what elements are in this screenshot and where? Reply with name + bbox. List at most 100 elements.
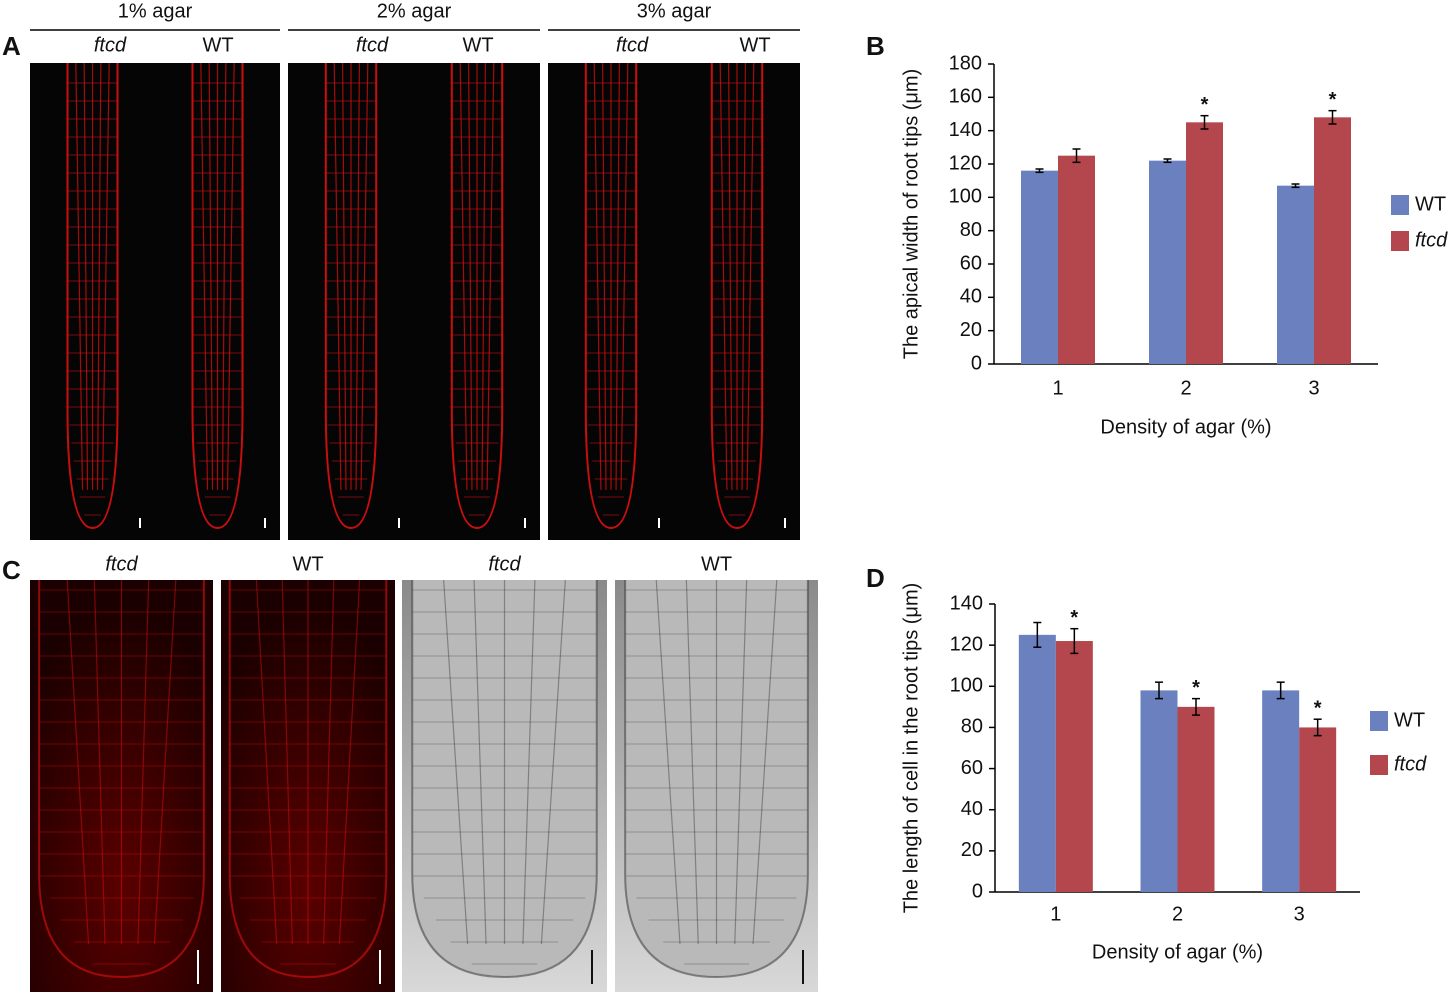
bar [1149,160,1186,364]
genotype-label: ftcd [94,34,127,56]
bar [1021,170,1058,364]
significance-mark: * [1070,607,1078,629]
cell-file [96,63,102,490]
root-outline [191,63,244,530]
genotype-label: ftcd [356,34,389,56]
significance-mark: * [1329,89,1337,111]
bar [1186,122,1223,364]
root-outline [66,63,119,530]
error-bar [1163,158,1172,164]
cell-file [338,580,361,945]
cell-file [522,580,536,945]
y-tick-label: 40 [961,798,983,820]
genotype-label: WT [292,553,323,575]
y-tick-label: 120 [950,633,983,655]
error-bar [1070,627,1079,655]
cell-file [255,580,278,945]
legend-swatch [1370,711,1388,731]
error-bar [1192,697,1200,716]
root-outline [411,580,598,979]
y-tick-label: 0 [972,880,983,902]
error-bar [1072,148,1081,164]
root-body [412,580,597,977]
x-tick-label: 2 [1180,377,1191,399]
cell-file [620,63,629,490]
panel-label: A [2,31,21,61]
micrograph [30,580,213,992]
root-body [625,580,808,977]
y-tick-label: 120 [949,152,982,174]
error-bar [1035,168,1044,174]
cell-file [75,63,84,490]
legend-swatch [1391,195,1409,215]
cell-file [615,63,621,490]
cell-file [459,63,468,490]
cell-file [93,580,106,945]
cell-file [468,63,473,490]
bar [1177,706,1215,892]
bar [1299,727,1337,892]
cell-file [719,63,728,490]
cell-file [200,63,209,490]
root-outline [710,63,764,530]
panel-label: B [866,31,885,61]
y-tick-label: 100 [950,675,983,697]
y-axis-title: The length of cell in the root tips (μm) [900,583,922,914]
significance-mark: * [1201,94,1209,116]
y-tick-label: 140 [950,592,983,614]
genotype-label: ftcd [105,553,138,575]
y-tick-label: 140 [949,119,982,141]
y-tick-label: 80 [961,716,983,738]
legend-swatch [1370,755,1388,775]
group-title: 2% agar [377,0,452,22]
cell-file [752,580,778,945]
genotype-label: WT [462,34,493,56]
micrograph [402,580,607,992]
cell-file [83,63,89,490]
error-bar [1328,109,1337,125]
y-tick-label: 60 [961,757,983,779]
cell-file [137,580,150,945]
error-bar [1155,681,1163,700]
y-tick-label: 100 [949,186,982,208]
cell-file [473,580,487,945]
cell-file [221,63,227,490]
x-tick-label: 3 [1308,377,1319,399]
root-outline [228,580,388,979]
cell-file [342,63,347,490]
cell-file [486,63,495,490]
x-axis-title: Density of agar (%) [1092,941,1263,963]
micrograph [30,63,155,540]
micrograph [288,63,414,540]
cell-file [281,580,293,945]
y-tick-label: 60 [960,252,982,274]
genotype-label: WT [202,34,233,56]
panel-label: C [2,555,21,585]
legend-label: ftcd [1394,753,1427,775]
cell-file [355,63,360,490]
cell-file [741,63,747,490]
bar [1018,634,1056,892]
significance-mark: * [1192,677,1200,699]
root-outline [324,63,378,530]
error-bar [1033,621,1042,648]
cell-file [746,63,755,490]
cell-file [655,580,681,945]
bar [1262,690,1300,892]
group-title: 1% agar [118,0,193,22]
root-outline [624,580,809,979]
micrograph [221,580,395,992]
legend-label: WT [1394,709,1425,731]
cell-file [153,580,177,945]
y-tick-label: 160 [949,86,982,108]
micrograph-bg [221,580,395,992]
micrograph-bg [30,580,213,992]
cell-file [443,580,469,945]
genotype-label: WT [701,553,732,575]
cell-file [226,63,235,490]
y-tick-label: 180 [949,52,982,74]
genotype-label: ftcd [488,553,521,575]
x-tick-label: 2 [1172,903,1183,925]
genotype-label: ftcd [616,34,649,56]
